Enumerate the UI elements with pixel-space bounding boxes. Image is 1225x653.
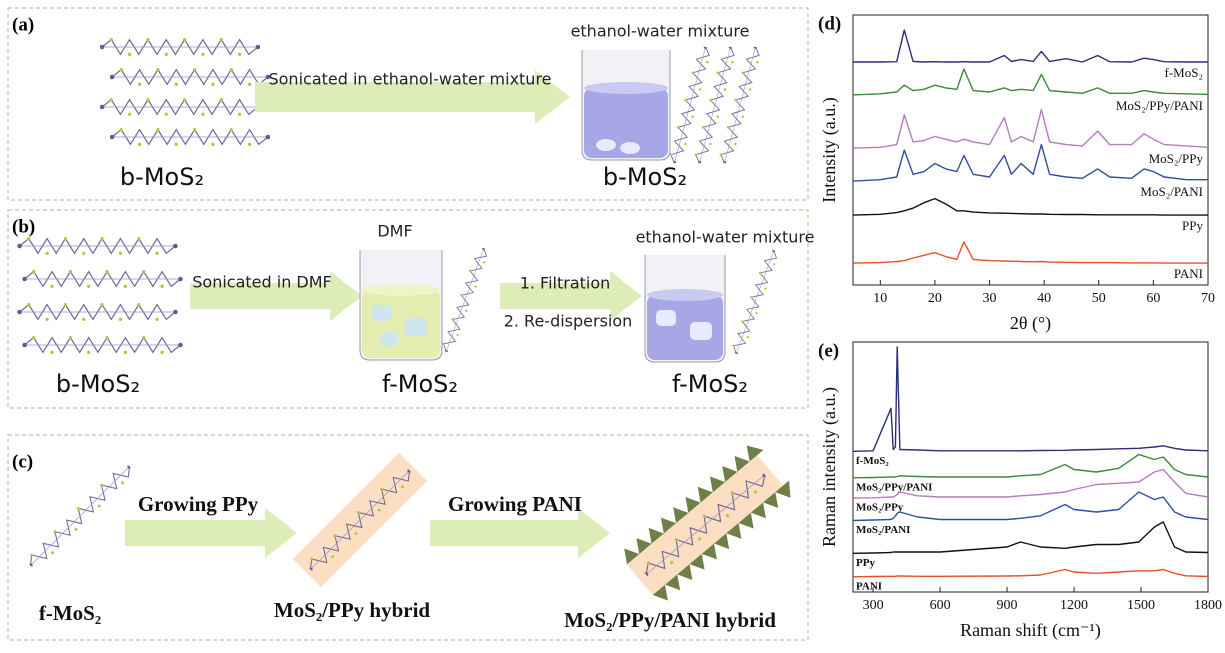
x-tick-label: 900 — [997, 598, 1018, 613]
arrow-text: Sonicated in ethanol-water mixture — [268, 70, 551, 89]
ppy-hybrid — [293, 453, 427, 587]
caption: b-MoS₂ — [120, 163, 204, 191]
beaker — [582, 50, 670, 160]
arrow-text: 1. Filtration — [520, 274, 611, 293]
bulk-crystal — [17, 237, 182, 354]
spectrum — [853, 347, 1208, 451]
arrow-text: Sonicated in DMF — [192, 273, 332, 292]
series-label: MoS₂/PPy/PANI — [1116, 98, 1203, 113]
caption: f-MoS₂ — [382, 370, 458, 398]
x-tick-label: 60 — [1146, 291, 1160, 306]
panel-label: (d) — [818, 13, 841, 34]
panel-label: (a) — [12, 14, 34, 35]
y-axis-label: Intensity (a.u.) — [819, 97, 840, 202]
series-label: MoS₂/PPy — [1149, 151, 1204, 166]
series-label: MoS₂/PANI — [856, 524, 910, 536]
series-label: MoS₂/PPy/PANI — [856, 481, 932, 493]
series-label: MoS₂/PANI — [1140, 184, 1203, 199]
series-label: f-MoS₂ — [856, 455, 889, 467]
beaker-label: DMF — [377, 222, 412, 241]
series-label: PANI — [1174, 266, 1203, 281]
x-tick-label: 20 — [928, 291, 942, 306]
x-axis-label: Raman shift (cm⁻¹) — [960, 620, 1101, 641]
plot-frame — [853, 342, 1208, 592]
charts: 10 20 30 40 50 60 70 2θ (°) Intensity (a.u.) (d) f… — [818, 13, 1222, 641]
y-axis-label: Raman intensity (a.u.) — [819, 387, 840, 547]
spectrum — [853, 69, 1208, 95]
x-tick-label: 70 — [1201, 291, 1215, 306]
beaker — [360, 250, 442, 360]
spectrum — [853, 455, 1208, 478]
beaker-label: ethanol-water mixture — [636, 228, 815, 247]
spectrum — [853, 492, 1208, 521]
x-tick-label: 40 — [1037, 291, 1051, 306]
beaker — [645, 255, 725, 362]
panel-label: (e) — [818, 340, 839, 361]
bulk-crystal — [100, 38, 270, 146]
exfoliated-layers — [730, 247, 781, 358]
caption: MoS₂/PPy/PANI hybrid — [564, 608, 776, 632]
caption: f-MoS₂ — [672, 370, 748, 398]
arrow-text: Growing PPy — [138, 492, 259, 516]
series-label: PANI — [856, 580, 882, 592]
spectrum — [853, 199, 1208, 216]
x-tick-label: 600 — [930, 598, 951, 613]
pani-hybrid — [618, 439, 798, 606]
monolayer — [23, 459, 136, 572]
plot-frame — [853, 15, 1208, 285]
beaker-label: ethanol-water mixture — [571, 22, 750, 41]
exfoliated-layers — [667, 44, 762, 167]
caption: f-MoS₂ — [39, 601, 101, 625]
x-tick-label: 1800 — [1194, 598, 1222, 613]
spectrum — [853, 242, 1208, 263]
x-tick-label: 50 — [1092, 291, 1106, 306]
series-label: MoS₂/PPy — [856, 502, 904, 514]
caption: b-MoS₂ — [56, 370, 140, 398]
series-label: PPy — [856, 557, 875, 569]
x-tick-label: 1200 — [1060, 598, 1088, 613]
exfoliated-layers — [440, 245, 491, 356]
spectrum — [853, 30, 1208, 62]
x-tick-label: 300 — [863, 598, 884, 613]
caption: b-MoS₂ — [603, 163, 687, 191]
arrow-text: Growing PANI — [448, 492, 582, 516]
figure: (a) Sonicated in ethanol-water mixture b… — [0, 0, 1225, 653]
x-tick-label: 30 — [983, 291, 997, 306]
spectrum — [853, 110, 1208, 149]
x-tick-label: 10 — [873, 291, 887, 306]
series-label: f-MoS₂ — [1165, 65, 1203, 80]
panel-label: (b) — [12, 216, 35, 237]
series-label: PPy — [1182, 218, 1203, 233]
panel-label: (c) — [12, 451, 33, 472]
spectrum — [853, 570, 1208, 577]
arrow-text: 2. Re-dispersion — [504, 312, 633, 331]
caption: MoS₂/PPy hybrid — [274, 598, 431, 622]
x-axis-label: 2θ (°) — [1010, 313, 1051, 334]
x-tick-label: 1500 — [1127, 598, 1155, 613]
